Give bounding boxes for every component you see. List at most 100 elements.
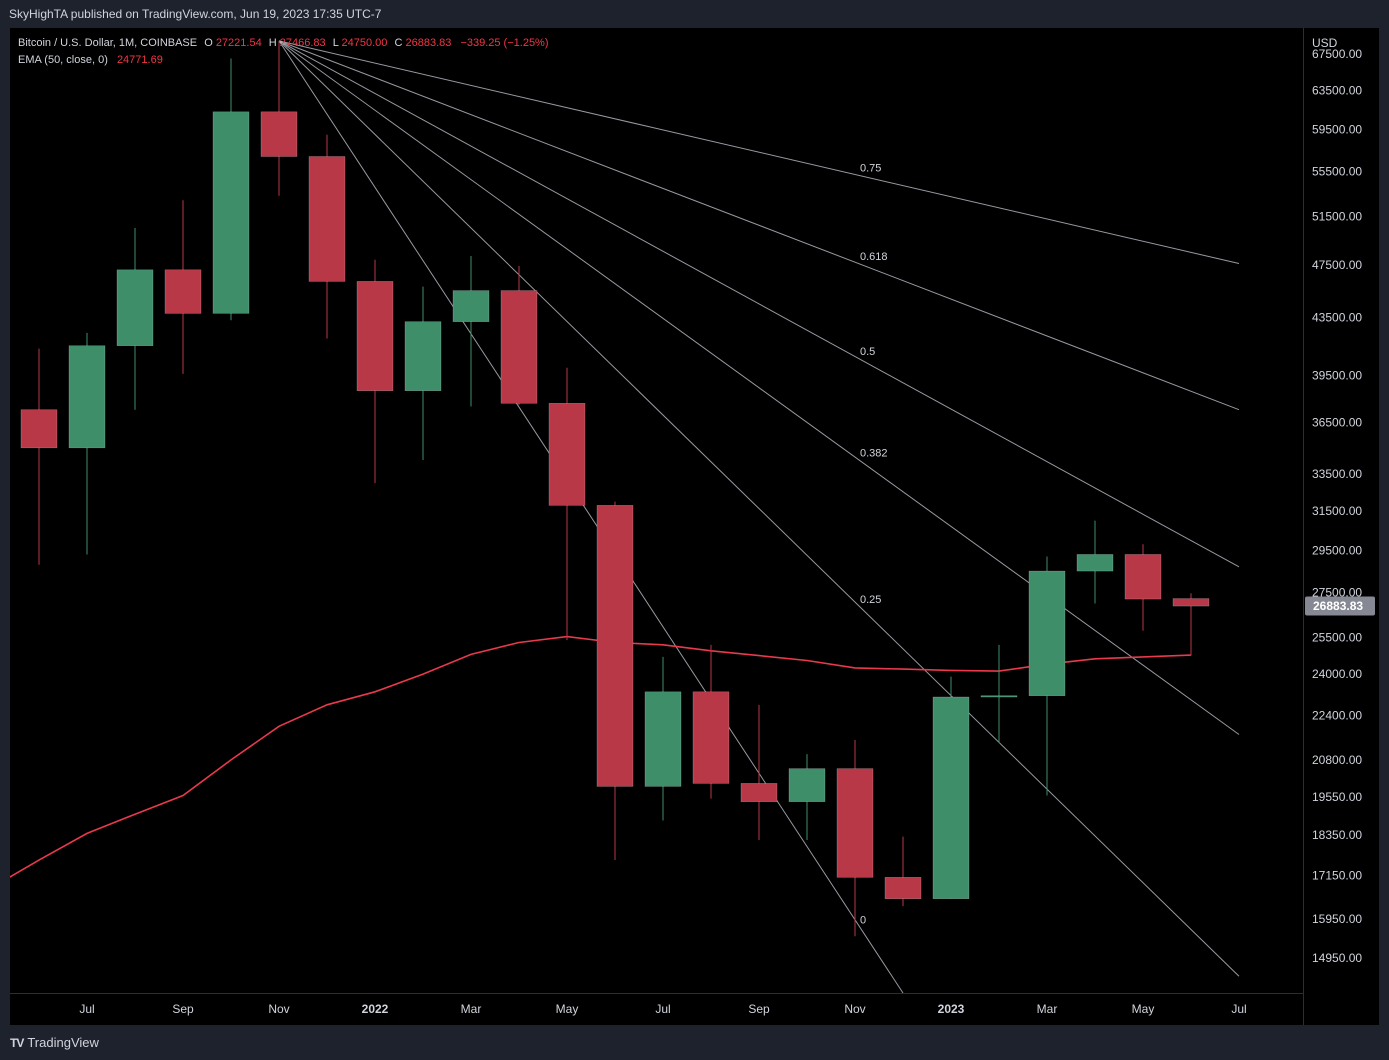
time-tick-label: Jul (655, 1002, 670, 1016)
fib-fan-label: 0.25 (860, 594, 881, 606)
candle-body (596, 505, 634, 787)
candle (116, 228, 154, 410)
chart-frame[interactable]: 0 0.25 0.382 0.5 0.618 0.75 USD 67500.00 63500… (0, 28, 1379, 1025)
candle-body (692, 691, 730, 784)
candle-body (1172, 598, 1210, 607)
candle-body (308, 156, 346, 282)
candle-body (260, 111, 298, 157)
candle-body (500, 290, 538, 404)
candle (788, 754, 826, 840)
time-axis[interactable]: Jul Sep Nov 2022 Mar May Jul Sep Nov 2023 Mar May Ju… (79, 1002, 1246, 1016)
price-tick-label: 14950.00 (1312, 951, 1362, 965)
candle (356, 259, 394, 484)
time-tick-label: May (556, 1002, 579, 1016)
price-tick-label: 22400.00 (1312, 708, 1362, 722)
last-price-badge (1305, 596, 1375, 616)
candle (884, 836, 922, 907)
price-tick-label: 25500.00 (1312, 631, 1362, 645)
fib-fan-line (278, 40, 1240, 735)
candle-body (212, 111, 250, 314)
price-tick-label: 55500.00 (1312, 164, 1362, 178)
fib-fan-line (278, 40, 1240, 977)
price-tick-label: 20800.00 (1312, 753, 1362, 767)
candle-body (20, 409, 58, 449)
candle-body (452, 290, 490, 322)
candle-body (980, 695, 1018, 698)
tradingview-logo-icon: TV (10, 1035, 24, 1050)
candle (644, 656, 682, 821)
candle (260, 40, 298, 196)
fib-fan-line (278, 40, 904, 994)
price-tick-label: 31500.00 (1312, 504, 1362, 518)
change-value: −339.25 (−1.25%) (460, 37, 548, 49)
candle (404, 286, 442, 460)
tradingview-brand: TradingView (27, 1035, 99, 1050)
close-value: 26883.83 (405, 37, 451, 49)
candle (20, 348, 58, 565)
time-tick-label: Jul (79, 1002, 94, 1016)
price-tick-label: 43500.00 (1312, 311, 1362, 325)
bottom-bar: TV TradingView (0, 1025, 1389, 1060)
candle (212, 58, 250, 321)
price-chart[interactable]: 0 0.25 0.382 0.5 0.618 0.75 USD 67500.00 63500… (0, 28, 1379, 1025)
candle (1124, 544, 1162, 631)
candle-body (68, 345, 106, 449)
fib-fan-line (278, 40, 1240, 568)
price-tick-label: 24000.00 (1312, 667, 1362, 681)
last-price-label: 26883.83 (1313, 599, 1363, 613)
symbol-title: Bitcoin / U.S. Dollar, 1M, COINBASE (18, 37, 197, 49)
fib-fan-label: 0.382 (860, 448, 888, 460)
time-tick-label: 2022 (362, 1002, 389, 1016)
price-tick-label: 36500.00 (1312, 416, 1362, 430)
fib-label-layer: 0 0.25 0.382 0.5 0.618 0.75 (860, 163, 888, 927)
price-tick-label: 15950.00 (1312, 912, 1362, 926)
candle-body (548, 403, 586, 506)
currency-label: USD (1312, 36, 1338, 50)
fib-fan-label: 0.5 (860, 346, 875, 358)
tradingview-logo[interactable]: TV TradingView (10, 1035, 99, 1050)
candle-body (1028, 570, 1066, 696)
candles-layer (20, 40, 1210, 937)
price-axis[interactable]: USD 67500.00 63500.00 59500.00 55500.00 5150… (1312, 36, 1362, 965)
candle-body (836, 768, 874, 878)
high-label: H (269, 37, 277, 49)
time-tick-label: Sep (748, 1002, 770, 1016)
time-tick-label: 2023 (938, 1002, 965, 1016)
low-label: L (333, 37, 339, 49)
candle (1076, 520, 1114, 604)
price-tick-label: 63500.00 (1312, 84, 1362, 98)
candle-body (116, 269, 154, 346)
candle-body (404, 321, 442, 391)
low-value: 24750.00 (342, 37, 388, 49)
candle (1172, 593, 1210, 656)
candle (692, 644, 730, 799)
time-tick-label: Nov (268, 1002, 289, 1016)
candle (452, 255, 490, 407)
publish-info: SkyHighTA published on TradingView.com, … (9, 7, 382, 21)
open-label: O (204, 37, 213, 49)
fib-fan-line (278, 40, 1240, 264)
price-tick-label: 17150.00 (1312, 869, 1362, 883)
candle (836, 740, 874, 937)
svg-text:Bitcoin / U.S. Dollar, 1M, COI: Bitcoin / U.S. Dollar, 1M, COINBASE O 27… (18, 37, 549, 49)
price-tick-label: 29500.00 (1312, 543, 1362, 557)
fib-fan-line (278, 40, 1240, 411)
candle-body (788, 768, 826, 802)
open-value: 27221.54 (216, 37, 262, 49)
candle-body (740, 783, 778, 802)
candle (740, 704, 778, 840)
time-tick-label: Jul (1231, 1002, 1246, 1016)
candle (68, 332, 106, 555)
top-bar: SkyHighTA published on TradingView.com, … (0, 0, 1389, 28)
fib-fan-layer (278, 40, 1240, 994)
candle-body (1124, 554, 1162, 600)
ema-layer (0, 635, 1192, 884)
price-tick-label: 47500.00 (1312, 258, 1362, 272)
price-tick-label: 33500.00 (1312, 467, 1362, 481)
high-value: 27466.83 (280, 37, 326, 49)
time-tick-label: Nov (844, 1002, 865, 1016)
price-tick-label: 39500.00 (1312, 368, 1362, 382)
price-tick-label: 51500.00 (1312, 209, 1362, 223)
time-tick-label: May (1132, 1002, 1155, 1016)
candle (500, 266, 538, 405)
